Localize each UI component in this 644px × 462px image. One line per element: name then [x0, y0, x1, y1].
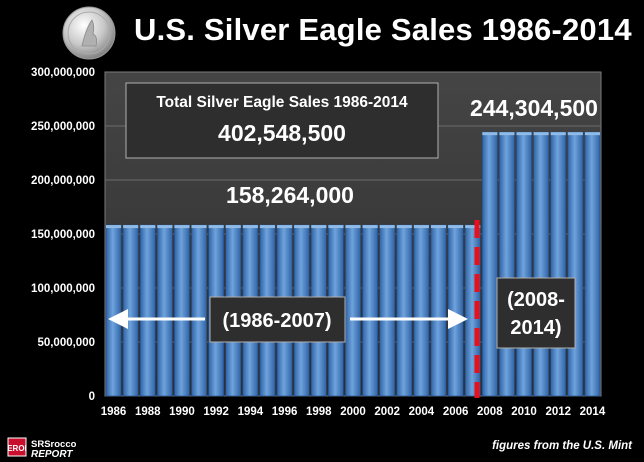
bar-cap-2002 — [379, 225, 395, 229]
period1-label-box: (1986-2007) — [209, 296, 346, 343]
x-tick-label: 2010 — [511, 406, 537, 418]
period1-arrow — [108, 309, 468, 329]
bar-cap-2013 — [567, 132, 583, 136]
bar-2010 — [516, 131, 532, 397]
bar-1986 — [105, 224, 122, 397]
bar-cap-1999 — [328, 225, 344, 229]
y-tick-label: 250,000,000 — [31, 121, 95, 133]
bar-cap-2009 — [499, 132, 515, 136]
bar-2009 — [499, 131, 515, 397]
y-tick-label: 300,000,000 — [31, 67, 95, 79]
period2-total-label: 244,304,500 — [470, 95, 598, 121]
bar-cap-1994 — [242, 225, 258, 229]
bar-cap-2004 — [413, 225, 429, 229]
bar-cap-2001 — [362, 225, 378, 229]
total-sales-box: Total Silver Eagle Sales 1986-2014 402,5… — [125, 82, 439, 159]
x-tick-label: 2008 — [477, 406, 503, 418]
bar-cap-1990 — [174, 225, 190, 229]
chart-title: U.S. Silver Eagle Sales 1986-2014 — [134, 12, 632, 47]
svg-text:SRSrocco: SRSrocco — [31, 439, 77, 450]
x-tick-label: 2014 — [580, 406, 606, 418]
total-sales-value: 402,548,500 — [218, 120, 346, 146]
bar-1989 — [157, 224, 173, 397]
bar-2000 — [345, 224, 361, 397]
x-tick-label: 2000 — [340, 406, 366, 418]
x-tick-label: 1992 — [203, 406, 229, 418]
srsrocco-report-logo: EROI SRSrocco REPORT — [7, 437, 77, 458]
y-tick-label: 100,000,000 — [31, 283, 95, 295]
bar-2011 — [533, 131, 549, 397]
bar-cap-2007 — [465, 225, 481, 229]
bar-cap-1988 — [140, 225, 156, 229]
bar-2012 — [550, 131, 567, 397]
bar-cap-1986 — [106, 225, 122, 229]
period2-label-line1: (2008- — [507, 289, 565, 311]
period1-label: (1986-2007) — [223, 310, 332, 332]
period2-label-line2: 2014) — [510, 317, 561, 339]
bar-cap-1991 — [191, 225, 207, 229]
y-tick-label: 200,000,000 — [31, 175, 95, 187]
bar-2005 — [430, 224, 447, 397]
x-tick-label: 1990 — [169, 406, 195, 418]
bar-cap-1998 — [311, 225, 327, 229]
bar-2002 — [379, 224, 396, 397]
y-tick-label: 50,000,000 — [37, 337, 95, 349]
bar-1990 — [174, 224, 190, 397]
y-axis-ticks: 0 50,000,000 100,000,000 150,000,000 200,000… — [31, 67, 95, 403]
x-tick-label: 2004 — [409, 406, 435, 418]
total-sales-label: Total Silver Eagle Sales 1986-2014 — [156, 94, 408, 111]
bar-2013 — [567, 131, 584, 397]
period1-total-label: 158,264,000 — [226, 182, 354, 208]
svg-text:EROI: EROI — [7, 444, 27, 453]
x-tick-label: 2006 — [443, 406, 469, 418]
bar-cap-1997 — [294, 225, 310, 229]
bar-2004 — [413, 224, 430, 397]
bar-1988 — [139, 224, 156, 397]
y-tick-label: 150,000,000 — [31, 229, 95, 241]
x-tick-label: 1986 — [101, 406, 127, 418]
bar-2003 — [396, 224, 413, 397]
bar-2008 — [481, 131, 498, 397]
y-tick-label: 0 — [89, 391, 95, 403]
x-tick-label: 1994 — [238, 406, 264, 418]
x-tick-label: 1998 — [306, 406, 332, 418]
bar-cap-2010 — [516, 132, 532, 136]
source-note: figures from the U.S. Mint — [492, 440, 632, 452]
bar-cap-2012 — [550, 132, 566, 136]
x-tick-label: 1988 — [135, 406, 161, 418]
bar-cap-2003 — [396, 225, 412, 229]
bar-cap-1996 — [277, 225, 293, 229]
bar-cap-1995 — [259, 225, 276, 229]
x-tick-label: 2012 — [545, 406, 571, 418]
bar-2001 — [362, 224, 378, 397]
period2-label-box: (2008- 2014) — [496, 277, 576, 349]
x-tick-label: 2002 — [374, 406, 400, 418]
bar-cap-2014 — [584, 132, 600, 136]
svg-text:REPORT: REPORT — [31, 449, 73, 458]
x-tick-label: 1996 — [272, 406, 298, 418]
bar-cap-2005 — [430, 225, 447, 229]
bar-cap-2011 — [533, 132, 549, 136]
bar-cap-2000 — [345, 225, 361, 229]
bar-cap-1989 — [157, 225, 173, 229]
bar-2014 — [584, 131, 601, 397]
bar-1991 — [191, 224, 207, 397]
bar-cap-1987 — [123, 225, 139, 229]
bar-cap-1992 — [208, 225, 224, 229]
bar-cap-1993 — [225, 225, 241, 229]
bar-cap-2008 — [482, 132, 498, 136]
x-axis-ticks: 1986 1988 1990 1992 1994 1996 1998 2000 2002 2004… — [101, 406, 606, 418]
silver-eagle-coin-icon — [62, 6, 116, 60]
bars — [105, 131, 601, 397]
bar-cap-2006 — [448, 225, 464, 229]
